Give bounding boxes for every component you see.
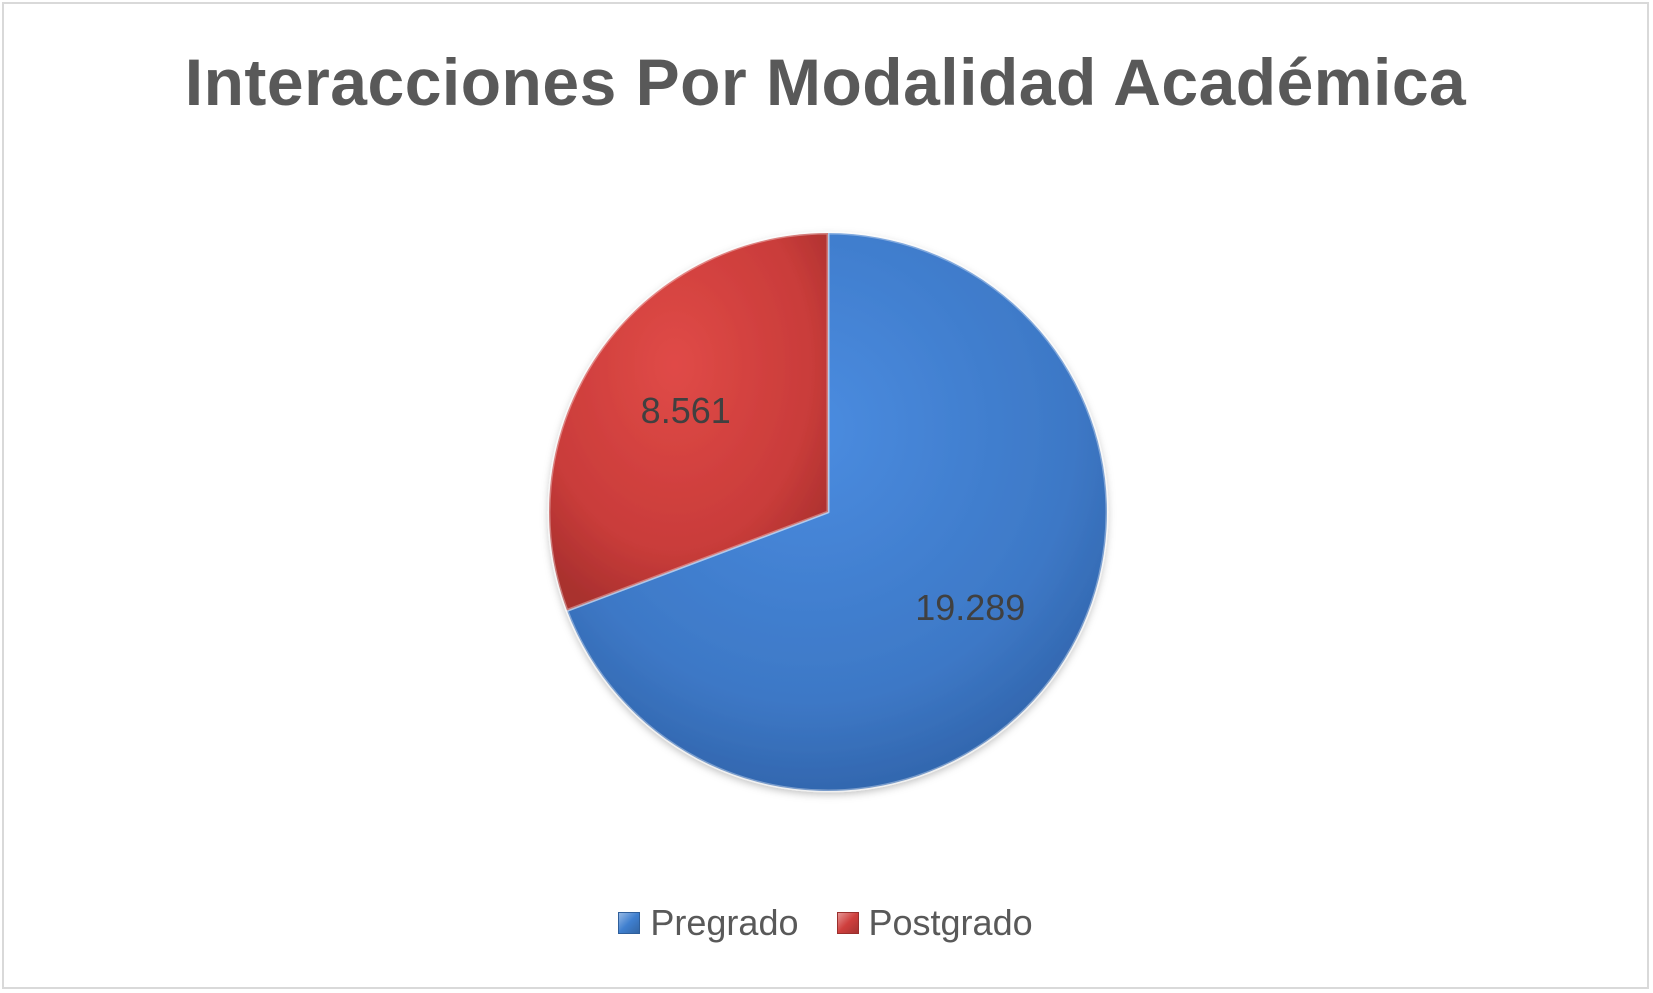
data-label-postgrado: 8.561: [641, 390, 731, 431]
pie-chart: 19.289 8.561: [547, 231, 1109, 793]
legend-item-postgrado: Postgrado: [836, 902, 1033, 944]
legend-item-pregrado: Pregrado: [618, 902, 799, 944]
chart-title: Interacciones Por Modalidad Académica: [184, 45, 1467, 119]
chart-legend: Pregrado Postgrado: [4, 902, 1647, 944]
pie-slice-postgrado: [547, 231, 830, 612]
pie-slice-pregrado: [565, 231, 1109, 793]
legend-label-postgrado: Postgrado: [868, 902, 1033, 943]
data-label-pregrado: 19.289: [915, 587, 1025, 628]
legend-swatch-pregrado: [618, 912, 641, 934]
legend-label-pregrado: Pregrado: [650, 902, 799, 943]
legend-swatch-postgrado: [836, 912, 859, 934]
